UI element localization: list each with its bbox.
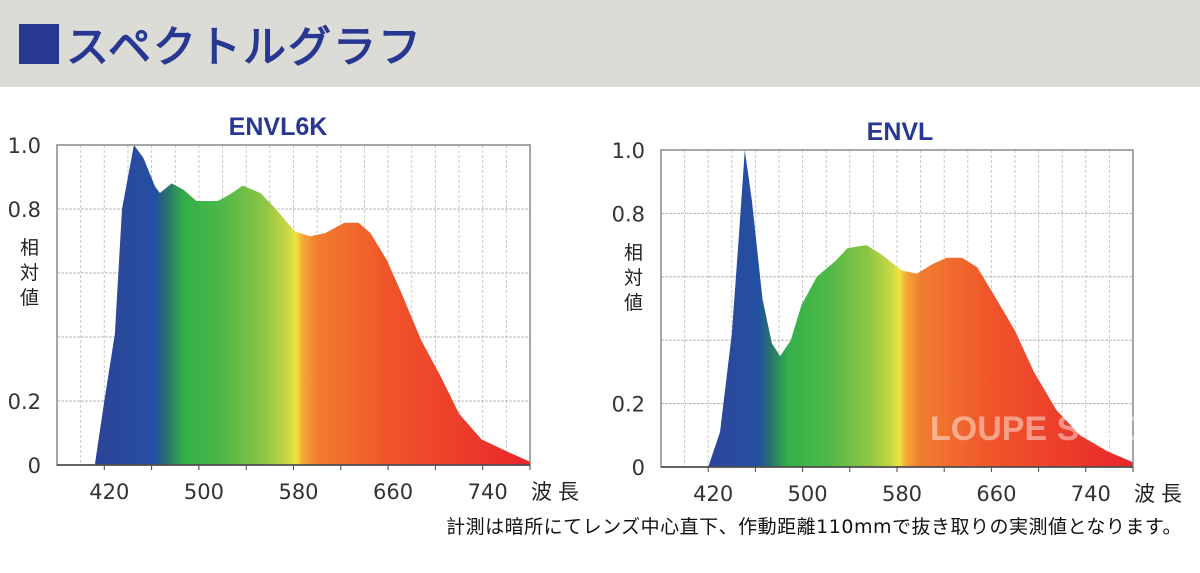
y-tick-label: 0 xyxy=(632,456,645,480)
x-axis-label: 波長 xyxy=(531,480,585,504)
y-tick-label: 0 xyxy=(28,454,41,478)
x-tick-label: 740 xyxy=(1071,482,1111,506)
x-tick-label: 500 xyxy=(184,480,224,504)
spectrum-area xyxy=(94,145,531,465)
x-tick-label: 660 xyxy=(373,480,413,504)
x-axis-label: 波長 xyxy=(1134,482,1188,506)
x-tick-label: 740 xyxy=(468,480,508,504)
chart-title: ENVL xyxy=(867,118,934,146)
y-tick-label: 0.2 xyxy=(8,390,41,414)
x-tick-label: 580 xyxy=(882,482,922,506)
x-tick-label: 580 xyxy=(278,480,318,504)
page-title: スペクトルグラフ xyxy=(66,23,423,73)
y-tick-label: 0.2 xyxy=(612,393,645,417)
x-tick-label: 500 xyxy=(788,482,828,506)
square-bullet-icon xyxy=(19,24,59,64)
chart-title: ENVL6K xyxy=(229,113,328,141)
x-tick-label: 420 xyxy=(693,482,733,506)
measurement-note: 計測は暗所にてレンズ中心直下、作動距離110mmで抜き取りの実測値となります。 xyxy=(446,516,1182,538)
watermark-logo: LOUPE STUDIO xyxy=(930,410,1185,448)
y-tick-label: 0.8 xyxy=(612,202,645,226)
y-tick-label: 1.0 xyxy=(8,134,41,158)
y-axis-label: 相対値 xyxy=(621,242,643,317)
spectrum-area xyxy=(708,150,1133,467)
y-axis-label: 相対値 xyxy=(17,237,39,312)
y-tick-label: 1.0 xyxy=(612,139,645,163)
header-band: スペクトルグラフ xyxy=(0,0,1200,87)
x-tick-label: 420 xyxy=(89,480,129,504)
y-tick-label: 0.8 xyxy=(8,198,41,222)
x-tick-label: 660 xyxy=(976,482,1016,506)
